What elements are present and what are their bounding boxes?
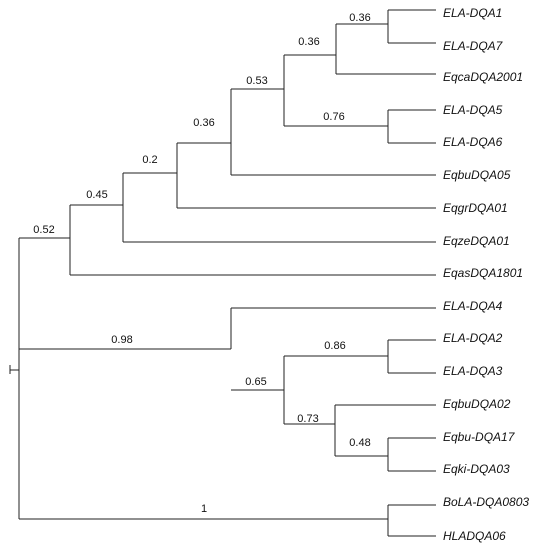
taxon-label: Eqki-DQA03 bbox=[443, 462, 510, 476]
support-values: 0.36 0.36 0.53 0.76 0.36 0.2 0.45 0.52 0… bbox=[33, 12, 370, 515]
taxon-label: ELA-DQA7 bbox=[443, 39, 504, 53]
support-value: 0.53 bbox=[246, 75, 267, 87]
support-value: 0.73 bbox=[297, 413, 318, 425]
taxon-label: EqzeDQA01 bbox=[443, 234, 510, 248]
taxon-label: ELA-DQA4 bbox=[443, 299, 503, 313]
taxon-label: ELA-DQA2 bbox=[443, 331, 503, 345]
support-value: 0.86 bbox=[324, 340, 345, 352]
support-value: 0.98 bbox=[111, 334, 132, 346]
taxon-label: ELA-DQA6 bbox=[443, 135, 503, 149]
taxon-labels: ELA-DQA1 ELA-DQA7 EqcaDQA2001 ELA-DQA5 E… bbox=[443, 6, 529, 543]
taxon-label: EqbuDQA02 bbox=[443, 397, 511, 411]
support-value: 1 bbox=[201, 503, 207, 515]
taxon-label: ELA-DQA5 bbox=[443, 103, 503, 117]
taxon-label: HLADQA06 bbox=[443, 529, 506, 543]
taxon-label: EqcaDQA2001 bbox=[443, 70, 523, 84]
support-value: 0.48 bbox=[349, 437, 370, 449]
taxon-label: Eqbu-DQA17 bbox=[443, 430, 516, 444]
support-value: 0.36 bbox=[193, 117, 214, 129]
taxon-label: ELA-DQA1 bbox=[443, 6, 502, 20]
support-value: 0.76 bbox=[323, 111, 344, 123]
taxon-label: EqgrDQA01 bbox=[443, 201, 508, 215]
support-value: 0.36 bbox=[349, 12, 370, 24]
support-value: 0.65 bbox=[245, 376, 266, 388]
taxon-label: EqbuDQA05 bbox=[443, 168, 511, 182]
support-value: 0.52 bbox=[33, 224, 54, 236]
tree-branches bbox=[9, 9, 436, 537]
support-value: 0.36 bbox=[298, 36, 319, 48]
support-value: 0.45 bbox=[86, 189, 107, 201]
taxon-label: EqasDQA1801 bbox=[443, 266, 523, 280]
taxon-label: ELA-DQA3 bbox=[443, 364, 503, 378]
taxon-label: BoLA-DQA0803 bbox=[443, 495, 529, 509]
support-value: 0.2 bbox=[142, 154, 157, 166]
